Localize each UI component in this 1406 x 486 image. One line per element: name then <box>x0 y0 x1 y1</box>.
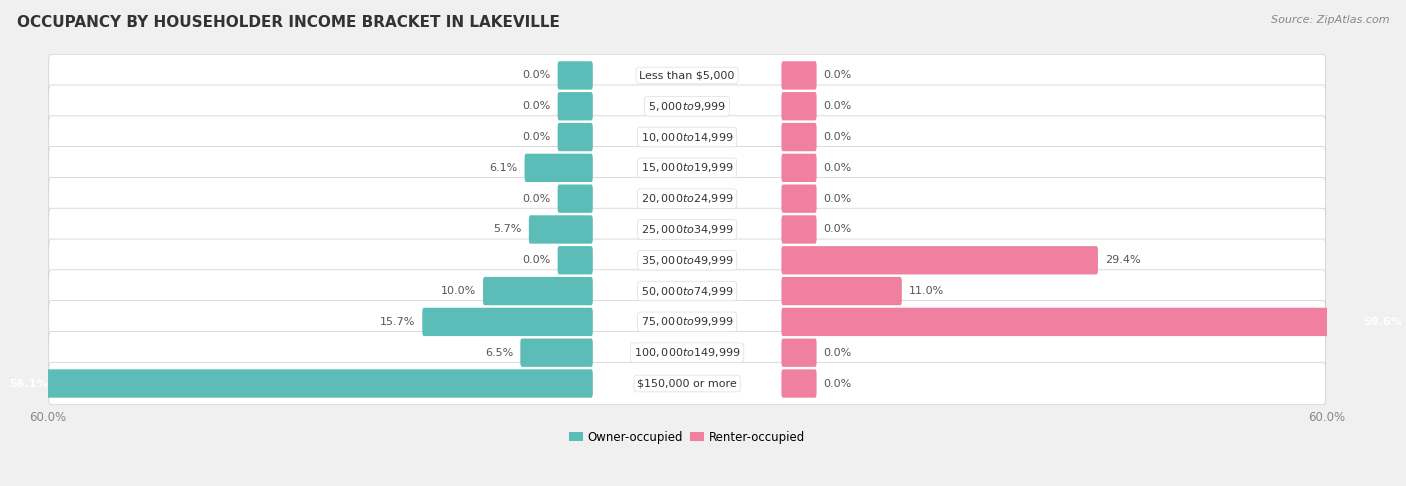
Text: 0.0%: 0.0% <box>824 347 852 358</box>
FancyBboxPatch shape <box>49 301 1326 343</box>
Text: Source: ZipAtlas.com: Source: ZipAtlas.com <box>1271 15 1389 25</box>
FancyBboxPatch shape <box>782 185 817 213</box>
FancyBboxPatch shape <box>49 54 1326 97</box>
FancyBboxPatch shape <box>558 185 593 213</box>
Text: $20,000 to $24,999: $20,000 to $24,999 <box>641 192 734 205</box>
Text: Less than $5,000: Less than $5,000 <box>640 70 735 81</box>
FancyBboxPatch shape <box>558 123 593 151</box>
Text: 0.0%: 0.0% <box>824 132 852 142</box>
FancyBboxPatch shape <box>558 92 593 121</box>
Text: 0.0%: 0.0% <box>523 132 551 142</box>
FancyBboxPatch shape <box>49 270 1326 312</box>
FancyBboxPatch shape <box>49 116 1326 158</box>
FancyBboxPatch shape <box>782 154 817 182</box>
Text: 0.0%: 0.0% <box>523 193 551 204</box>
Text: 6.1%: 6.1% <box>489 163 517 173</box>
Text: $35,000 to $49,999: $35,000 to $49,999 <box>641 254 734 267</box>
FancyBboxPatch shape <box>422 308 593 336</box>
FancyBboxPatch shape <box>49 85 1326 127</box>
FancyBboxPatch shape <box>49 208 1326 251</box>
FancyBboxPatch shape <box>49 147 1326 189</box>
Text: 0.0%: 0.0% <box>824 163 852 173</box>
FancyBboxPatch shape <box>782 92 817 121</box>
Text: $75,000 to $99,999: $75,000 to $99,999 <box>641 315 734 329</box>
Text: $50,000 to $74,999: $50,000 to $74,999 <box>641 285 734 297</box>
Text: $150,000 or more: $150,000 or more <box>637 379 737 388</box>
Text: 15.7%: 15.7% <box>380 317 415 327</box>
Text: $25,000 to $34,999: $25,000 to $34,999 <box>641 223 734 236</box>
Text: 0.0%: 0.0% <box>523 101 551 111</box>
Legend: Owner-occupied, Renter-occupied: Owner-occupied, Renter-occupied <box>564 426 810 449</box>
Text: 56.1%: 56.1% <box>10 379 48 388</box>
FancyBboxPatch shape <box>782 123 817 151</box>
Text: $10,000 to $14,999: $10,000 to $14,999 <box>641 131 734 143</box>
Text: $100,000 to $149,999: $100,000 to $149,999 <box>634 346 741 359</box>
FancyBboxPatch shape <box>782 246 1098 275</box>
Text: 0.0%: 0.0% <box>824 193 852 204</box>
Text: 6.5%: 6.5% <box>485 347 513 358</box>
Text: OCCUPANCY BY HOUSEHOLDER INCOME BRACKET IN LAKEVILLE: OCCUPANCY BY HOUSEHOLDER INCOME BRACKET … <box>17 15 560 30</box>
FancyBboxPatch shape <box>558 61 593 89</box>
Text: 0.0%: 0.0% <box>824 225 852 234</box>
FancyBboxPatch shape <box>49 239 1326 281</box>
Text: 59.6%: 59.6% <box>1364 317 1402 327</box>
FancyBboxPatch shape <box>782 215 817 243</box>
FancyBboxPatch shape <box>0 369 593 398</box>
Text: 0.0%: 0.0% <box>824 101 852 111</box>
Text: 0.0%: 0.0% <box>824 70 852 81</box>
FancyBboxPatch shape <box>49 177 1326 220</box>
FancyBboxPatch shape <box>520 339 593 367</box>
FancyBboxPatch shape <box>782 61 817 89</box>
Text: 11.0%: 11.0% <box>908 286 943 296</box>
FancyBboxPatch shape <box>529 215 593 243</box>
FancyBboxPatch shape <box>524 154 593 182</box>
FancyBboxPatch shape <box>782 339 817 367</box>
Text: 10.0%: 10.0% <box>441 286 477 296</box>
Text: 0.0%: 0.0% <box>523 70 551 81</box>
FancyBboxPatch shape <box>558 246 593 275</box>
Text: 29.4%: 29.4% <box>1105 255 1140 265</box>
FancyBboxPatch shape <box>49 331 1326 374</box>
Text: 5.7%: 5.7% <box>494 225 522 234</box>
FancyBboxPatch shape <box>782 369 817 398</box>
Text: $15,000 to $19,999: $15,000 to $19,999 <box>641 161 734 174</box>
FancyBboxPatch shape <box>782 277 901 305</box>
Text: 0.0%: 0.0% <box>523 255 551 265</box>
FancyBboxPatch shape <box>484 277 593 305</box>
FancyBboxPatch shape <box>49 362 1326 405</box>
Text: 0.0%: 0.0% <box>824 379 852 388</box>
FancyBboxPatch shape <box>782 308 1406 336</box>
Text: $5,000 to $9,999: $5,000 to $9,999 <box>648 100 727 113</box>
